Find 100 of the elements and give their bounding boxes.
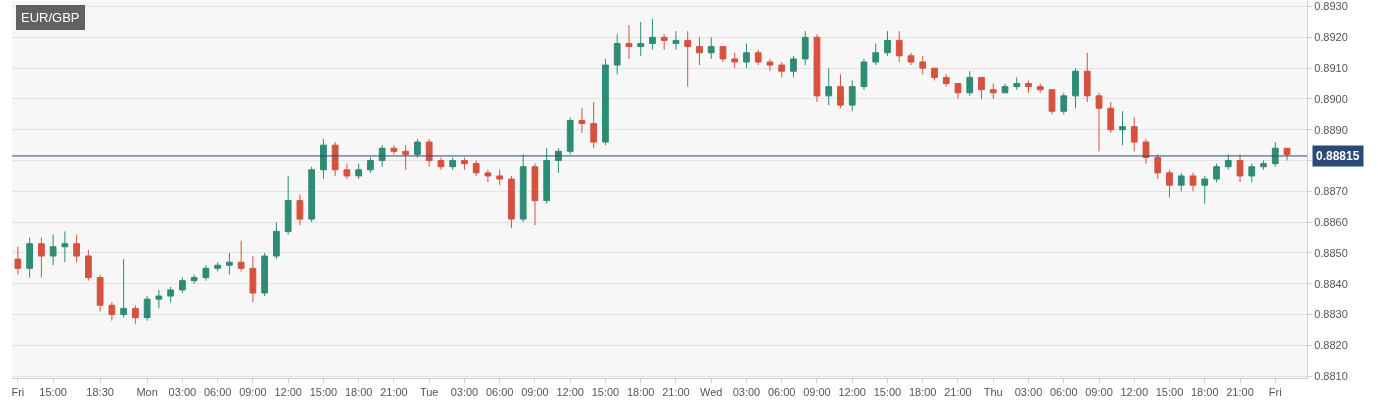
- candlestick: [85, 249, 92, 282]
- x-tick-label: 03:00: [1014, 386, 1043, 399]
- candlestick: [578, 107, 586, 134]
- candlestick: [249, 255, 257, 303]
- x-tick-label: 21:00: [662, 386, 690, 399]
- x-tick-label: 06:00: [767, 386, 796, 399]
- x-tick-label: 15:00: [1155, 386, 1184, 399]
- candlestick: [1060, 92, 1068, 115]
- candlestick: [895, 30, 903, 63]
- candlestick: [155, 289, 163, 309]
- y-tick-label: 0.8900: [1314, 92, 1348, 105]
- candlestick: [308, 166, 316, 223]
- candlestick: [61, 230, 69, 263]
- x-tick-label: 15:00: [591, 386, 620, 399]
- candlestick: [825, 67, 833, 106]
- candlestick: [49, 233, 57, 266]
- candlestick: [1177, 172, 1185, 192]
- x-tick-label: Thu: [983, 386, 1003, 399]
- candlestick: [602, 58, 609, 146]
- y-tick-label: 0.8910: [1314, 62, 1348, 74]
- candlestick: [860, 58, 868, 91]
- x-tick-label: 18:30: [86, 386, 114, 399]
- candlestick: [660, 33, 668, 51]
- candlestick: [707, 36, 715, 60]
- candlestick: [731, 52, 739, 69]
- candlestick: [1166, 169, 1173, 199]
- candlestick: [566, 116, 574, 155]
- candlestick: [613, 33, 621, 75]
- candlestick: [942, 73, 950, 88]
- candlestick: [531, 163, 539, 226]
- x-tick-label: 09:00: [1085, 386, 1113, 399]
- candlestick: [1107, 101, 1115, 134]
- x-tick-label: 06:00: [1049, 386, 1078, 399]
- y-tick-label: 0.8850: [1314, 246, 1348, 259]
- candlestick: [684, 30, 692, 88]
- y-tick-label: 0.8860: [1314, 216, 1348, 228]
- candlestick: [273, 221, 280, 260]
- candlestick: [672, 30, 680, 51]
- candlestick: [1095, 92, 1103, 152]
- x-tick-label: 18:00: [908, 386, 937, 399]
- candlestick: [355, 163, 363, 180]
- candlestick: [472, 160, 480, 177]
- candlestick: [719, 46, 727, 63]
- candlestick: [1154, 153, 1162, 180]
- y-tick-label: 0.8830: [1314, 308, 1348, 321]
- candlestick: [766, 58, 774, 72]
- x-tick-label: 21:00: [380, 386, 408, 399]
- candlestick: [813, 33, 821, 103]
- candlestick: [320, 138, 327, 180]
- y-tick-label: 0.8810: [1314, 370, 1348, 382]
- candlestick: [966, 70, 974, 97]
- candlestick: [143, 295, 151, 322]
- candlestick: [907, 52, 915, 66]
- x-tick-label: 12:00: [556, 386, 584, 399]
- candlestick: [226, 252, 233, 276]
- candlestick: [73, 233, 81, 263]
- candlestick: [167, 286, 175, 303]
- candlestick: [801, 30, 809, 66]
- x-tick-label: 03:00: [168, 386, 197, 399]
- candlestick: [108, 301, 116, 322]
- candlestick: [848, 79, 856, 112]
- x-tick-label: 12:00: [838, 386, 866, 399]
- y-tick-label: 0.8820: [1314, 339, 1348, 352]
- ref-line-label: 0.88815: [1316, 149, 1360, 163]
- candlestick: [1001, 83, 1009, 94]
- x-tick-label: 21:00: [1226, 386, 1254, 399]
- candlestick: [508, 175, 515, 229]
- x-tick-label: 09:00: [521, 386, 549, 399]
- candlestick: [790, 55, 797, 78]
- candlestick: [437, 156, 445, 171]
- candlestick: [38, 237, 45, 279]
- x-tick-label: Tue: [419, 386, 439, 399]
- candlestick: [543, 147, 551, 205]
- candlestick: [190, 274, 198, 285]
- x-tick-label: Mon: [136, 386, 158, 399]
- candlestick: [978, 76, 985, 100]
- candlestick: [837, 73, 844, 109]
- candlestick: [237, 240, 245, 272]
- candlestick: [1036, 83, 1044, 94]
- x-tick-label: 18:00: [344, 386, 373, 399]
- candlestick: [496, 169, 504, 186]
- x-tick-label: 06:00: [485, 386, 514, 399]
- candlestick: [296, 193, 304, 226]
- candlestick: [96, 274, 104, 312]
- candlestick: [179, 277, 186, 294]
- candlestick: [1025, 79, 1032, 94]
- x-tick-label: 06:00: [203, 386, 232, 399]
- candlestick: [214, 261, 222, 272]
- candlestick: [449, 156, 457, 171]
- candlestick: [390, 144, 398, 155]
- x-tick-label: 12:00: [1120, 386, 1149, 399]
- candlestick: [414, 138, 421, 158]
- candlestick: [425, 138, 433, 168]
- candlestick: [120, 258, 128, 319]
- candlestick: [26, 237, 34, 279]
- candlestick: [1072, 67, 1079, 109]
- candlestick: [872, 43, 880, 66]
- y-tick-label: 0.8840: [1314, 277, 1348, 290]
- x-tick-label: 21:00: [944, 386, 972, 399]
- x-tick-label: Fri: [1268, 386, 1282, 399]
